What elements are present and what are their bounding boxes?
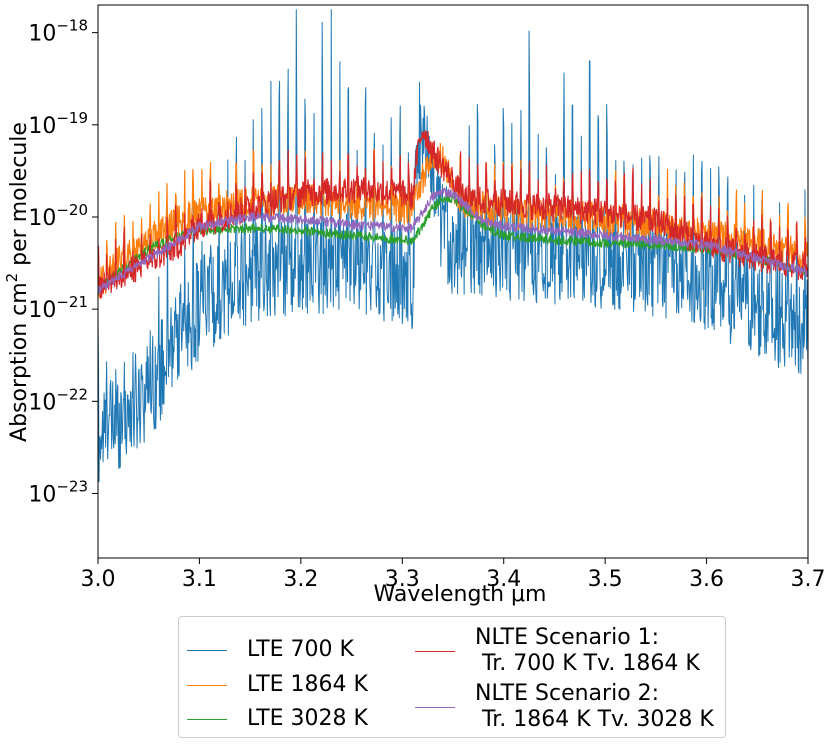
x-tick-label: 3.4 xyxy=(486,567,521,592)
y-axis-ticks: 10−18 10−19 10−20 10−21 10−22 10−23 xyxy=(28,17,98,507)
legend-item-lte-3028: LTE 3028 K xyxy=(187,706,368,732)
y-tick-label: 10−22 xyxy=(28,385,88,415)
plot-lines xyxy=(97,9,809,483)
plot-frame xyxy=(97,4,809,559)
x-tick-label: 3.6 xyxy=(689,567,724,592)
legend-swatch-nlte-1 xyxy=(415,650,455,652)
legend-label: NLTE Scenario 1: Tr. 700 K Tv. 1864 K xyxy=(475,625,700,676)
x-axis-ticks: 3.0 3.1 3.2 3.3 3.4 3.5 3.6 3.7 xyxy=(81,558,826,592)
x-tick-label: 3.1 xyxy=(182,567,217,592)
legend-label: LTE 700 K xyxy=(247,637,354,662)
legend-swatch-lte-3028 xyxy=(187,718,227,720)
legend-item-lte-1864: LTE 1864 K xyxy=(187,672,368,698)
legend-item-lte-700: LTE 700 K xyxy=(187,637,354,663)
x-tick-label: 3.2 xyxy=(283,567,318,592)
series-line-4 xyxy=(97,187,809,296)
y-axis-label: Absorption cm2 per molecule xyxy=(3,122,32,442)
legend-label: LTE 1864 K xyxy=(247,672,368,697)
legend-label: LTE 3028 K xyxy=(247,706,368,731)
y-axis-label-sup: 2 xyxy=(3,273,21,283)
legend-item-nlte-1: NLTE Scenario 1: Tr. 700 K Tv. 1864 K xyxy=(415,625,700,677)
x-tick-label: 3.7 xyxy=(791,567,826,592)
x-tick-label: 3.5 xyxy=(588,567,623,592)
x-tick-label: 3.0 xyxy=(81,567,116,592)
legend-item-nlte-2: NLTE Scenario 2: Tr. 1864 K Tv. 3028 K xyxy=(415,681,714,733)
y-tick-label: 10−21 xyxy=(28,293,88,323)
y-tick-label: 10−23 xyxy=(28,477,88,507)
legend-swatch-nlte-2 xyxy=(415,706,455,708)
series-line-3 xyxy=(97,130,809,299)
series-line-0 xyxy=(97,9,809,483)
y-tick-label: 10−18 xyxy=(28,17,88,47)
y-tick-label: 10−20 xyxy=(28,201,88,231)
y-axis-label-pre: Absorption cm xyxy=(7,282,32,442)
x-tick-label: 3.3 xyxy=(385,567,420,592)
y-axis-label-post: per molecule xyxy=(7,122,32,273)
legend: LTE 700 K LTE 1864 K LTE 3028 K NLTE Sce… xyxy=(178,616,726,738)
y-tick-label: 10−19 xyxy=(28,109,88,139)
legend-label: NLTE Scenario 2: Tr. 1864 K Tv. 3028 K xyxy=(475,681,714,732)
legend-swatch-lte-1864 xyxy=(187,684,227,686)
legend-swatch-lte-700 xyxy=(187,649,227,651)
chart: 3.0 3.1 3.2 3.3 3.4 3.5 3.6 3.7 10−18 10−19 10−20… xyxy=(3,4,826,607)
x-axis-label: Wavelength μm xyxy=(374,582,547,607)
